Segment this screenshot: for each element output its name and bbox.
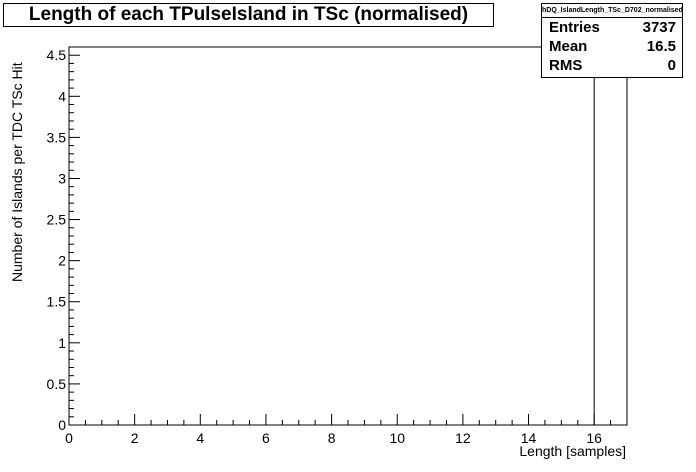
stats-label: Entries <box>549 19 600 36</box>
stats-row-entries: Entries 3737 <box>542 18 682 37</box>
y-tick-label: 3 <box>58 170 66 186</box>
x-tick-label: 8 <box>328 430 336 446</box>
stats-row-mean: Mean 16.5 <box>542 37 682 56</box>
y-tick-label: 2.5 <box>47 212 67 228</box>
x-tick-label: 16 <box>586 430 602 446</box>
y-tick-label: 0 <box>58 417 66 433</box>
y-tick-label: 1.5 <box>47 294 67 310</box>
x-tick-label: 0 <box>65 430 73 446</box>
stats-value: 16.5 <box>646 38 676 55</box>
stats-box: hDQ_IslandLength_TSc_D702_normalised Ent… <box>541 3 683 78</box>
x-tick-label: 2 <box>131 430 139 446</box>
stats-row-rms: RMS 0 <box>542 56 682 75</box>
y-tick-label: 0.5 <box>47 376 67 392</box>
y-tick-label: 2 <box>58 253 66 269</box>
plot-frame <box>68 46 628 426</box>
x-tick-label: 14 <box>521 430 537 446</box>
y-tick-label: 3.5 <box>47 129 67 145</box>
x-tick-label: 12 <box>455 430 471 446</box>
chart-title: Length of each TPulseIsland in TSc (norm… <box>3 3 494 27</box>
y-tick-label: 4.5 <box>47 47 67 63</box>
x-tick-label: 10 <box>389 430 405 446</box>
stats-value: 0 <box>667 57 676 74</box>
histogram-bin <box>593 46 628 425</box>
x-axis-label: Length [samples] <box>519 443 626 459</box>
x-tick-label: 4 <box>196 430 204 446</box>
y-axis-label: Number of Islands per TDC TSc Hit <box>9 62 25 282</box>
y-tick-label: 4 <box>58 88 66 104</box>
y-tick-label: 1 <box>58 335 66 351</box>
stats-value: 3737 <box>642 19 676 36</box>
stats-label: RMS <box>549 57 583 74</box>
stats-histogram-name: hDQ_IslandLength_TSc_D702_normalised <box>542 4 682 18</box>
x-tick-label: 6 <box>262 430 270 446</box>
stats-label: Mean <box>549 38 588 55</box>
